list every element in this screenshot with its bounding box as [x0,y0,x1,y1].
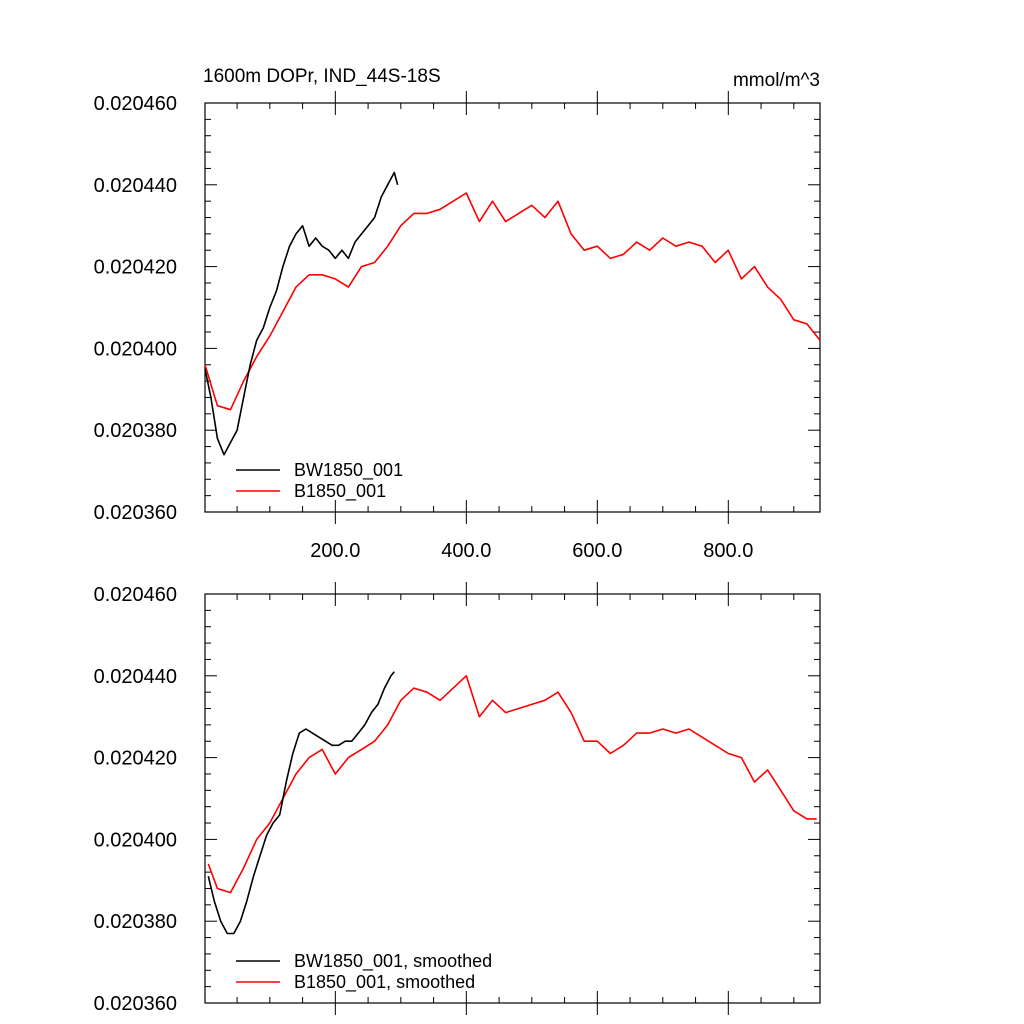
x-tick-label: 600.0 [572,540,622,562]
bottom-panel: 0.020360 0.020380 0.020400 0.020420 0.020440… [94,582,821,1015]
top-panel-title: 1600m DOPr, IND_44S-18S [203,66,441,87]
series-line-b1850-001-smoothed [207,674,817,894]
bottom-panel-legend: BW1850_001, smoothed B1850_001, smoothed [236,951,492,993]
y-tick-label: 0.020460 [94,93,177,115]
y-tick-label: 0.020400 [94,829,177,851]
y-tick-label: 0.020360 [94,502,177,524]
bottom-panel-plot: 0.020360 0.020380 0.020400 0.020420 0.020440… [94,582,821,1015]
plot-frame [204,593,821,1004]
top-panel-units: mmol/m^3 [733,70,820,91]
x-tick-label: 200.0 [310,540,360,562]
y-tick-label: 0.020380 [94,420,177,442]
top-panel: 1600m DOPr, IND_44S-18S mmol/m^3 0.02036… [94,66,821,562]
y-tick-label: 0.020440 [94,175,177,197]
x-tick-label: 800.0 [703,540,753,562]
y-tick-label: 0.020420 [94,257,177,279]
top-panel-legend: BW1850_001 B1850_001 [236,460,403,502]
legend-label-bw1850-smoothed: BW1850_001, smoothed [294,951,492,972]
y-tick-label: 0.020420 [94,748,177,770]
legend-label-bw1850: BW1850_001 [294,460,403,481]
y-tick-label: 0.020440 [94,666,177,688]
top-panel-plot: 0.020360 0.020380 0.020400 0.020420 0.020440… [94,91,821,562]
legend-label-b1850: B1850_001 [294,481,386,502]
y-tick-label: 0.020400 [94,338,177,360]
x-tick-label: 400.0 [441,540,491,562]
y-tick-label: 0.020460 [94,584,177,606]
y-tick-label: 0.020360 [94,993,177,1015]
legend-label-b1850-smoothed: B1850_001, smoothed [294,972,475,993]
plot-frame [204,102,821,513]
y-tick-label: 0.020380 [94,911,177,933]
series-line-bw1850-001 [204,171,399,456]
series-line-b1850-001 [204,192,821,411]
series-line-bw1850-001-smoothed [207,671,395,935]
